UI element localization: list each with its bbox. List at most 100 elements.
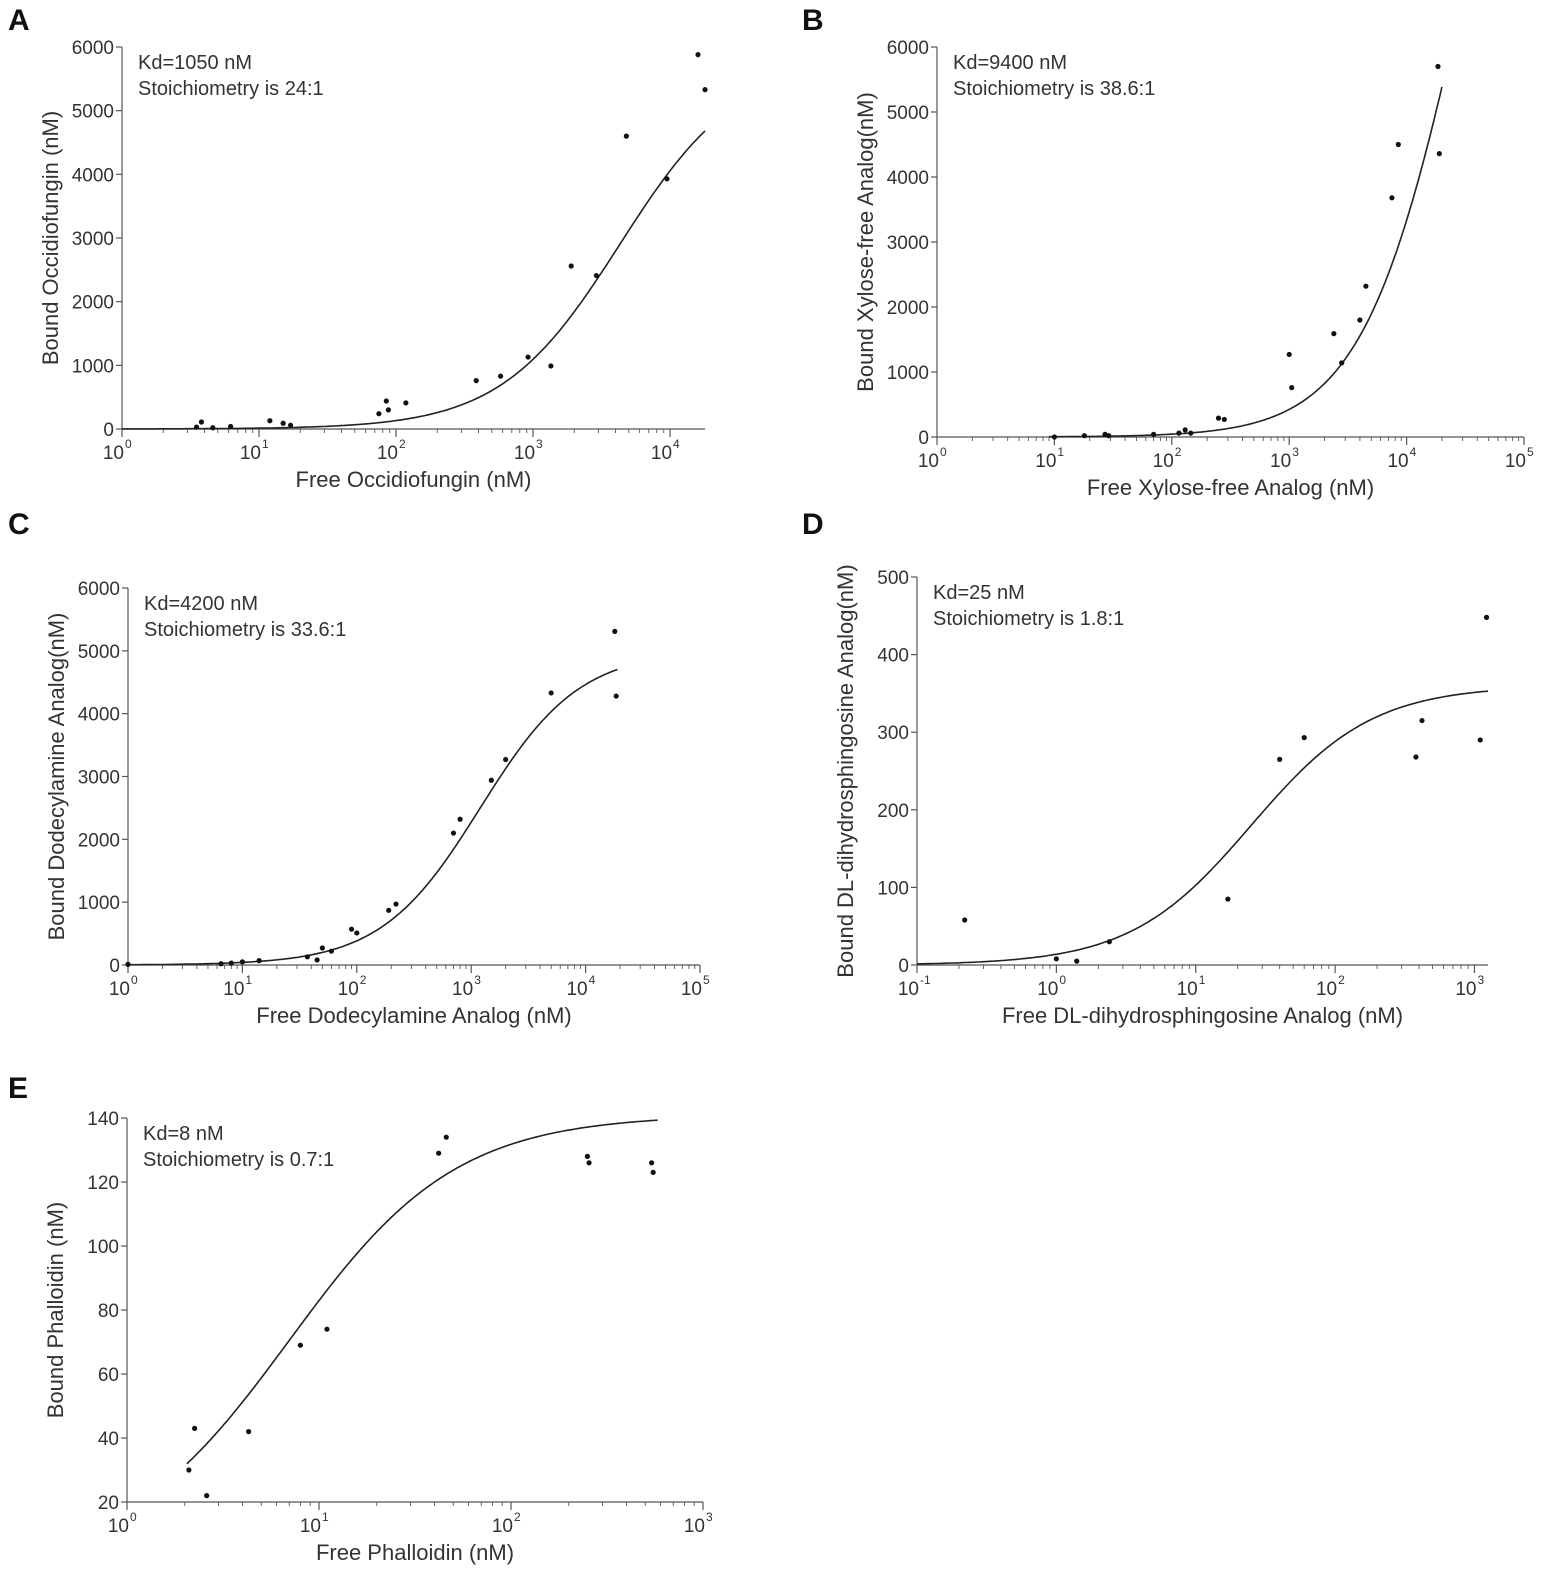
y-tick-label: 1000 [78,893,120,914]
panel-label-a: A [8,4,30,37]
y-axis-title: Bound Dodecylamine Analog(nM) [44,613,69,941]
x-tick-exponent: 5 [1527,445,1534,459]
data-point [354,930,360,936]
y-tick-label: 1000 [72,356,114,377]
stoichiometry-annotation: Stoichiometry is 1.8:1 [933,608,1124,630]
data-point [1225,896,1231,902]
y-tick-label: 4000 [72,165,114,186]
stoichiometry-annotation: Stoichiometry is 0.7:1 [143,1149,334,1171]
x-tick-exponent: -1 [920,973,931,987]
y-tick-label: 400 [877,646,909,667]
data-point [1395,141,1401,148]
data-point [473,378,479,384]
data-point [586,1160,592,1166]
panel-a: A 0 1000 2000 3000 4000 5000 6000 10 0 10 1 10 2 10 3 1… [0,0,760,510]
data-point [376,411,382,417]
x-tick-label: 10 [1270,451,1291,472]
y-tick-label: 3000 [887,233,929,254]
data-point [525,354,531,360]
x-tick-exponent: 4 [1410,445,1417,459]
y-axis-title: Bound Occidiofungin (nM) [38,111,63,365]
data-point [1182,427,1188,433]
data-point [125,961,131,967]
x-tick-exponent: 1 [1057,445,1064,459]
data-point [702,87,708,93]
x-tick-label: 10 [681,979,702,1000]
data-point [1331,331,1337,337]
y-tick-label: 5000 [72,102,114,123]
data-point [568,263,574,269]
data-point [1053,956,1059,962]
x-tick-exponent: 1 [262,437,269,451]
x-tick-exponent: 3 [536,437,543,451]
x-axis-title: Free Occidiofungin (nM) [296,467,532,492]
panel-b: B 0 1000 2000 3000 4000 5000 6000 10 0 10 1 10 2 10 3 1… [780,0,1562,510]
panel-c: C 0 1000 2000 3000 4000 5000 6000 10 0 10 1 10 2 10 3 1… [0,508,760,1050]
y-tick-label: 3000 [72,229,114,250]
data-point [450,830,457,836]
data-point [393,901,399,907]
data-point [383,398,389,404]
data-point [193,424,200,430]
fit-curve [916,690,1489,965]
data-point [297,1342,303,1348]
x-tick-exponent: 2 [360,973,367,987]
y-tick-label: 20 [98,1493,119,1514]
x-tick-label: 10 [566,979,587,1000]
y-tick-label: 6000 [72,38,114,59]
x-tick-exponent: 0 [1059,973,1066,987]
data-point [1289,385,1295,391]
y-tick-label: 0 [103,420,114,441]
y-tick-label: 1000 [887,363,929,384]
x-tick-exponent: 2 [514,1510,521,1524]
data-point [227,423,234,430]
data-point [436,1150,442,1156]
kd-annotation: Kd=4200 nM [144,593,258,615]
y-tick-label: 4000 [887,168,929,189]
y-axis-title: Bound Xylose-free Analog(nM) [853,92,878,392]
data-point [210,425,216,431]
data-point [287,422,294,428]
x-tick-label: 10 [240,443,261,464]
data-point [1413,754,1419,760]
panel-d: D 0 100 200 300 400 500 10 -1 10 0 10 1 10 2 10 3 Kd=25 … [780,508,1562,1050]
x-tick-label: 10 [1387,451,1408,472]
x-tick-exponent: 1 [322,1510,329,1524]
data-point [593,272,599,279]
data-point [403,400,409,406]
x-tick-label: 10 [684,1516,705,1537]
data-point [962,917,968,923]
data-point [443,1134,449,1140]
data-point [1286,351,1292,358]
data-point [503,756,509,763]
data-point [649,1160,655,1166]
data-point [1436,151,1442,157]
data-point [1151,431,1157,437]
data-point [548,363,554,369]
data-point [1051,434,1057,440]
x-tick-label: 10 [1455,979,1476,1000]
data-point [324,1326,330,1332]
y-tick-label: 4000 [78,705,120,726]
x-tick-exponent: 3 [474,973,481,987]
data-point [204,1493,210,1499]
y-tick-label: 140 [87,1109,119,1130]
fit-curve [1049,86,1443,438]
x-tick-exponent: 4 [589,973,596,987]
x-tick-exponent: 2 [1175,445,1182,459]
data-point [1357,317,1363,323]
x-tick-exponent: 4 [673,437,680,451]
x-tick-label: 10 [651,443,672,464]
data-point [695,52,701,58]
x-tick-label: 10 [492,1516,513,1537]
y-tick-label: 40 [98,1429,119,1450]
data-point [613,693,619,699]
data-point [1221,416,1227,423]
x-axis-title: Free Xylose-free Analog (nM) [1087,475,1374,500]
data-point [1477,737,1483,743]
fit-curve [186,1119,658,1465]
